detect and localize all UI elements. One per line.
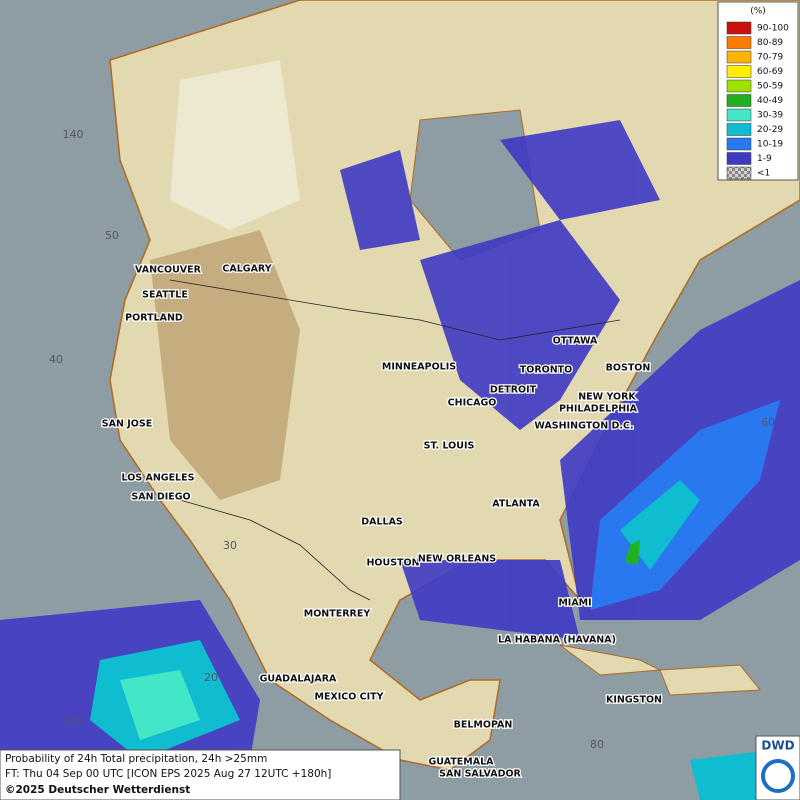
legend-label: 90-100 — [757, 24, 789, 34]
legend-swatch — [726, 79, 752, 93]
legend-swatch — [726, 36, 752, 49]
city-label: SAN SALVADOR — [439, 769, 521, 780]
city-label: MEXICO CITY — [314, 692, 383, 703]
precipitation — [0, 120, 800, 760]
footer-line: ©2025 Deutscher Wetterdienst — [5, 784, 190, 796]
legend-label: 1-9 — [757, 154, 772, 164]
legend: (%) 90-100 80-89 70-79 60-69 50-59 40-49 30-39… — [717, 1, 799, 181]
city-label: BOSTON — [606, 363, 651, 374]
graticule-label: 20 — [204, 671, 218, 684]
legend-swatch — [726, 94, 752, 107]
city-label: NEW YORK — [578, 392, 636, 403]
city-label: BELMOPAN — [454, 720, 513, 731]
legend-label: 70-79 — [757, 53, 783, 63]
city-label: MONTERREY — [304, 609, 371, 620]
graticule-label: 60 — [761, 416, 775, 429]
legend-label: 60-69 — [757, 67, 783, 77]
city-label: MINNEAPOLIS — [382, 362, 456, 373]
legend-swatch — [726, 137, 752, 151]
city-label: NEW ORLEANS — [418, 554, 496, 565]
city-label: SAN DIEGO — [131, 492, 190, 503]
city-label: CALGARY — [222, 264, 271, 275]
legend-label: 50-59 — [757, 82, 783, 92]
city-label: PHILADELPHIA — [559, 404, 638, 415]
city-label: LA HABANA (HAVANA) — [498, 635, 616, 646]
legend-label: 30-39 — [757, 111, 783, 121]
city-label: VANCOUVER — [135, 265, 202, 276]
logo: DWD — [761, 739, 794, 753]
city-label: ATLANTA — [492, 499, 540, 510]
legend-label: 40-49 — [757, 96, 783, 106]
graticule-label: 120 — [61, 715, 82, 728]
city-label: CHICAGO — [448, 398, 497, 409]
graticule-label: 50 — [105, 229, 119, 242]
legend-swatch — [726, 65, 752, 78]
graticule-label: 140 — [63, 128, 84, 141]
legend-items: 90-100 80-89 70-79 60-69 50-59 40-49 30-39 20-2… — [726, 21, 789, 180]
legend-swatch — [726, 50, 752, 64]
graticule-label: 40 — [49, 353, 63, 366]
city-label: KINGSTON — [606, 695, 662, 706]
legend-swatch — [726, 152, 752, 165]
graticule-label: 30 — [223, 539, 237, 552]
legend-swatch — [726, 108, 752, 122]
city-label: GUATEMALA — [428, 757, 494, 768]
city-label: OTTAWA — [553, 336, 598, 347]
legend-label: 80-89 — [757, 38, 783, 48]
legend-swatch — [726, 21, 752, 35]
legend-swatch — [726, 123, 752, 136]
footer-line: Probability of 24h Total precipitation, … — [5, 753, 267, 765]
logo-icon — [761, 759, 795, 793]
legend-label: <1 — [757, 169, 770, 179]
city-label: PORTLAND — [125, 313, 183, 324]
city-label: GUADALAJARA — [260, 674, 337, 685]
borders — [169, 279, 621, 601]
city-label: DALLAS — [361, 517, 403, 528]
city-label: WASHINGTON D.C. — [534, 421, 633, 432]
city-label: LOS ANGELES — [122, 473, 195, 484]
footer-line: FT: Thu 04 Sep 00 UTC [ICON EPS 2025 Aug… — [5, 768, 331, 780]
graticule-label: 80 — [590, 738, 604, 751]
city-label: SAN JOSE — [102, 419, 152, 430]
legend-label: 10-19 — [757, 140, 783, 150]
footer-box — [0, 749, 401, 800]
legend-label: 20-29 — [757, 125, 783, 135]
city-label: DETROIT — [490, 385, 537, 396]
city-label: SEATTLE — [142, 290, 188, 301]
city-label: TORONTO — [520, 365, 572, 376]
city-label: MIAMI — [558, 598, 591, 609]
legend-title: (%) — [750, 7, 766, 17]
city-label: ST. LOUIS — [424, 441, 475, 452]
city-label: HOUSTON — [366, 558, 419, 569]
legend-swatch — [726, 166, 752, 180]
